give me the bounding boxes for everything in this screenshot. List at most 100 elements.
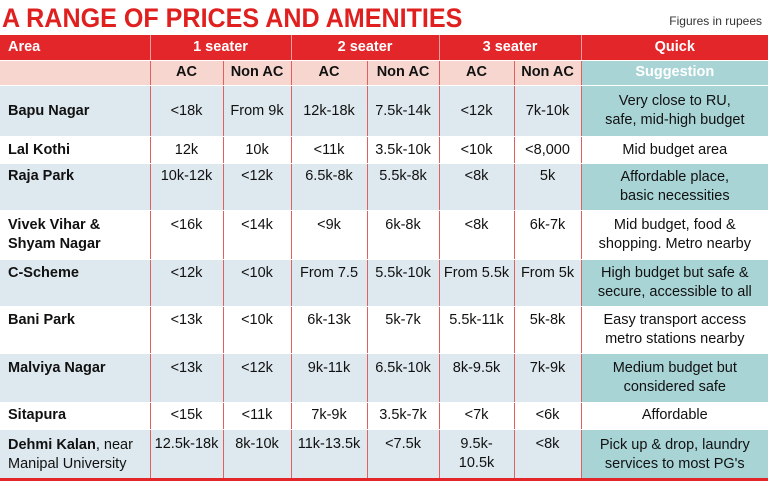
three-seater-nonac-cell: <6k	[514, 402, 582, 430]
three-seater-nonac-header: Non AC	[514, 60, 582, 87]
header-row: Area 1 seater 2 seater 3 seater Quick	[0, 35, 768, 61]
two-seater-nonac-cell: <7.5k	[367, 429, 440, 481]
one-seater-nonac-cell: From 9k	[223, 85, 292, 138]
area-cell: C-Scheme	[0, 259, 151, 308]
three-seater-ac-cell: From 5.5k	[439, 259, 515, 308]
three-seater-nonac-cell: <8,000	[514, 136, 582, 164]
table-row: Lal Kothi 12k 10k <11k 3.5k-10k <10k <8,…	[0, 136, 768, 164]
area-cell: Lal Kothi	[0, 136, 151, 164]
one-seater-ac-cell: <12k	[150, 259, 224, 308]
three-seater-ac-cell: <8k	[439, 210, 515, 261]
three-seater-ac-header: AC	[439, 60, 515, 87]
one-seater-nonac-header: Non AC	[223, 60, 292, 87]
three-seater-header: 3 seater	[439, 35, 582, 61]
suggestion-cell: Pick up & drop, laundry services to most …	[581, 429, 768, 481]
suggestion-cell: Affordable place, basic necessities	[581, 163, 768, 211]
two-seater-nonac-header: Non AC	[367, 60, 440, 87]
one-seater-nonac-cell: 8k-10k	[223, 429, 292, 481]
three-seater-ac-cell: 9.5k-10.5k	[439, 429, 515, 481]
prices-table: Area 1 seater 2 seater 3 seater Quick AC…	[0, 35, 768, 481]
two-seater-nonac-cell: 3.5k-10k	[367, 136, 440, 164]
suggestion-cell: Mid budget, food & shopping. Metro nearby	[581, 210, 768, 261]
area-cell: Bani Park	[0, 306, 151, 355]
one-seater-nonac-cell: <12k	[223, 353, 292, 404]
three-seater-ac-cell: <10k	[439, 136, 515, 164]
area-cell: Raja Park	[0, 163, 151, 211]
two-seater-nonac-cell: 7.5k-14k	[367, 85, 440, 138]
two-seater-ac-cell: 11k-13.5k	[291, 429, 368, 481]
three-seater-ac-cell: <7k	[439, 402, 515, 430]
one-seater-ac-cell: 10k-12k	[150, 163, 224, 211]
two-seater-ac-cell: <9k	[291, 210, 368, 261]
suggestion-cell: High budget but safe & secure, accessible…	[581, 259, 768, 308]
area-cell: Malviya Nagar	[0, 353, 151, 404]
suggestion-cell: Easy transport access metro stations near…	[581, 306, 768, 355]
table-row: Bapu Nagar <18k From 9k 12k-18k 7.5k-14k…	[0, 85, 768, 138]
three-seater-nonac-cell: 5k-8k	[514, 306, 582, 355]
one-seater-ac-cell: <13k	[150, 353, 224, 404]
two-seater-ac-cell: 6k-13k	[291, 306, 368, 355]
suggestion-cell: Affordable	[581, 402, 768, 430]
three-seater-ac-cell: <12k	[439, 85, 515, 138]
two-seater-ac-cell: 12k-18k	[291, 85, 368, 138]
two-seater-nonac-cell: 6.5k-10k	[367, 353, 440, 404]
suggestion-cell: Medium budget but considered safe	[581, 353, 768, 404]
page-title: A RANGE OF PRICES AND AMENITIES	[2, 3, 463, 33]
two-seater-ac-cell: 9k-11k	[291, 353, 368, 404]
table-row: Dehmi Kalan, near Manipal University 12.5…	[0, 429, 768, 481]
two-seater-nonac-cell: 3.5k-7k	[367, 402, 440, 430]
three-seater-ac-cell: <8k	[439, 163, 515, 211]
one-seater-ac-cell: <16k	[150, 210, 224, 261]
table-row: Sitapura <15k <11k 7k-9k 3.5k-7k <7k <6k…	[0, 402, 768, 430]
three-seater-nonac-cell: <8k	[514, 429, 582, 481]
suggestion-cell: Very close to RU, safe, mid-high budget	[581, 85, 768, 138]
subheader-row: AC Non AC AC Non AC AC Non AC Suggestion	[0, 60, 768, 87]
two-seater-nonac-cell: 5.5k-10k	[367, 259, 440, 308]
two-seater-ac-cell: From 7.5	[291, 259, 368, 308]
subheader-blank	[0, 60, 151, 87]
area-cell: Bapu Nagar	[0, 85, 151, 138]
two-seater-nonac-cell: 6k-8k	[367, 210, 440, 261]
quick-header: Quick	[581, 35, 768, 61]
area-cell: Dehmi Kalan, near Manipal University	[0, 429, 151, 481]
three-seater-nonac-cell: 7k-9k	[514, 353, 582, 404]
two-seater-header: 2 seater	[291, 35, 440, 61]
table-row: C-Scheme <12k <10k From 7.5 5.5k-10k Fro…	[0, 259, 768, 308]
two-seater-ac-cell: <11k	[291, 136, 368, 164]
currency-note: Figures in rupees	[669, 14, 762, 28]
one-seater-ac-cell: 12.5k-18k	[150, 429, 224, 481]
one-seater-ac-header: AC	[150, 60, 224, 87]
three-seater-nonac-cell: 5k	[514, 163, 582, 211]
one-seater-nonac-cell: <10k	[223, 306, 292, 355]
one-seater-ac-cell: <18k	[150, 85, 224, 138]
one-seater-nonac-cell: 10k	[223, 136, 292, 164]
one-seater-header: 1 seater	[150, 35, 292, 61]
one-seater-nonac-cell: <12k	[223, 163, 292, 211]
three-seater-nonac-cell: 7k-10k	[514, 85, 582, 138]
area-cell: Vivek Vihar & Shyam Nagar	[0, 210, 151, 261]
table-row: Raja Park 10k-12k <12k 6.5k-8k 5.5k-8k <…	[0, 163, 768, 211]
table-row: Vivek Vihar & Shyam Nagar <16k <14k <9k 6…	[0, 210, 768, 261]
three-seater-ac-cell: 5.5k-11k	[439, 306, 515, 355]
suggestion-header: Suggestion	[581, 60, 768, 87]
two-seater-ac-cell: 7k-9k	[291, 402, 368, 430]
area-header: Area	[0, 35, 151, 61]
two-seater-ac-header: AC	[291, 60, 368, 87]
three-seater-ac-cell: 8k-9.5k	[439, 353, 515, 404]
one-seater-nonac-cell: <10k	[223, 259, 292, 308]
area-cell: Sitapura	[0, 402, 151, 430]
table-row: Bani Park <13k <10k 6k-13k 5k-7k 5.5k-11…	[0, 306, 768, 355]
three-seater-nonac-cell: 6k-7k	[514, 210, 582, 261]
two-seater-nonac-cell: 5.5k-8k	[367, 163, 440, 211]
two-seater-ac-cell: 6.5k-8k	[291, 163, 368, 211]
two-seater-nonac-cell: 5k-7k	[367, 306, 440, 355]
bottom-rule	[0, 478, 768, 481]
table-row: Malviya Nagar <13k <12k 9k-11k 6.5k-10k …	[0, 353, 768, 404]
one-seater-ac-cell: <13k	[150, 306, 224, 355]
one-seater-nonac-cell: <14k	[223, 210, 292, 261]
one-seater-ac-cell: 12k	[150, 136, 224, 164]
one-seater-ac-cell: <15k	[150, 402, 224, 430]
one-seater-nonac-cell: <11k	[223, 402, 292, 430]
three-seater-nonac-cell: From 5k	[514, 259, 582, 308]
suggestion-cell: Mid budget area	[581, 136, 768, 164]
